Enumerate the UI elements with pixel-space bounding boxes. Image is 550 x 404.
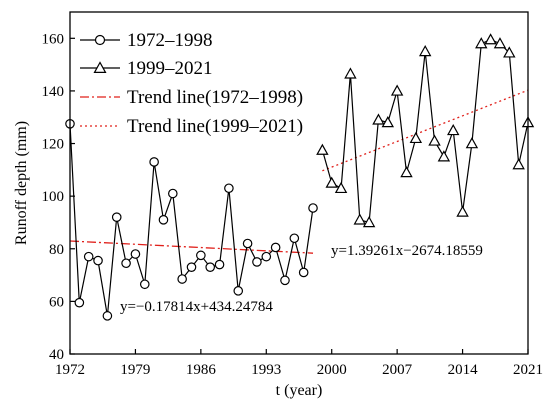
data-point-triangle <box>325 176 338 188</box>
data-point-circle <box>102 311 113 321</box>
legend-marker-triangle <box>93 61 107 74</box>
x-tick-label: 2007 <box>382 362 413 378</box>
data-point-triangle <box>409 131 423 144</box>
data-point-circle <box>177 274 187 284</box>
data-point-circle <box>121 258 131 269</box>
trend-equation-1972-1998: y=−0.17814x+434.24784 <box>120 299 273 315</box>
legend-item-series-2: 1999–2021 <box>80 58 213 79</box>
legend-marker-circle <box>94 34 106 46</box>
data-point-triangle <box>334 181 348 194</box>
legend-label-series-2: 1999–2021 <box>127 58 213 79</box>
data-point-circle <box>168 188 178 199</box>
x-tick-label: 1986 <box>186 362 217 378</box>
legend-label-trend-2: Trend line(1999–2021) <box>127 116 303 137</box>
data-point-circle <box>214 259 225 270</box>
data-point-circle <box>224 183 234 194</box>
data-point-circle <box>149 157 159 167</box>
trend-line-2 <box>322 89 529 172</box>
legend-item-trend-1: Trend line(1972–1998) <box>80 87 303 108</box>
data-point-triangle <box>372 113 385 125</box>
data-point-circle <box>93 255 103 266</box>
data-point-triangle <box>362 216 376 228</box>
legend-label-trend-1: Trend line(1972–1998) <box>127 87 303 108</box>
data-point-circle <box>270 242 281 253</box>
series-line-1 <box>69 123 314 317</box>
data-point-circle <box>186 262 197 272</box>
data-point-triangle <box>484 33 497 45</box>
y-tick-label: 80 <box>49 242 64 258</box>
data-point-circle <box>252 257 262 267</box>
data-point-circle <box>298 267 309 278</box>
data-series <box>65 33 535 321</box>
y-tick-label: 160 <box>42 31 65 47</box>
legend-label-series-1: 1972–1998 <box>127 30 213 51</box>
legend-item-series-1: 1972–1998 <box>80 30 213 51</box>
data-point-triangle <box>447 123 460 136</box>
data-point-circle <box>139 279 150 290</box>
legend: 1972–1998 1999–2021 Trend line(1972–1998… <box>80 30 303 137</box>
x-tick-label: 2021 <box>513 362 543 378</box>
data-point-circle <box>261 251 272 262</box>
x-tick-label: 2000 <box>317 362 347 378</box>
y-tick-label: 40 <box>49 347 64 363</box>
data-point-circle <box>289 233 300 244</box>
data-point-circle <box>233 286 244 296</box>
data-point-triangle <box>400 166 413 178</box>
x-tick-label: 1972 <box>55 362 85 378</box>
data-point-circle <box>130 249 141 259</box>
data-point-triangle <box>503 46 516 58</box>
trend-line-1 <box>69 240 314 254</box>
data-point-triangle <box>493 37 507 49</box>
data-point-triangle <box>475 37 488 49</box>
trend-lines <box>69 89 529 254</box>
y-axis-title: Runoff depth (mm) <box>13 121 30 245</box>
data-point-triangle <box>381 116 395 128</box>
data-point-triangle <box>428 134 441 146</box>
data-point-triangle <box>456 205 469 217</box>
data-point-circle <box>308 203 318 213</box>
y-tick-label: 140 <box>42 84 65 100</box>
data-point-triangle <box>512 158 525 170</box>
data-point-circle <box>158 215 169 225</box>
data-point-circle <box>83 251 94 262</box>
y-tick-label: 60 <box>49 294 64 310</box>
data-point-triangle <box>465 137 479 149</box>
data-point-triangle <box>437 150 451 162</box>
x-tick-label: 2014 <box>448 362 479 378</box>
x-axis-title: t (year) <box>276 382 323 399</box>
y-tick-label: 120 <box>42 137 65 153</box>
legend-item-trend-2: Trend line(1999–2021) <box>80 116 303 137</box>
data-point-circle <box>242 238 253 249</box>
data-point-triangle <box>353 213 366 225</box>
data-point-triangle <box>418 45 432 57</box>
trend-equation-1999-2021: y=1.39261x−2674.18559 <box>331 243 483 259</box>
data-point-triangle <box>390 84 404 96</box>
y-tick-label: 100 <box>42 189 65 205</box>
x-tick-label: 1993 <box>251 362 281 378</box>
data-point-triangle <box>316 143 329 155</box>
data-point-triangle <box>344 67 357 79</box>
x-tick-label: 1979 <box>120 362 150 378</box>
data-point-circle <box>111 212 122 222</box>
plot-frame <box>69 11 529 355</box>
data-point-circle <box>74 297 85 308</box>
data-point-circle <box>205 262 216 272</box>
data-point-circle <box>280 275 290 286</box>
axis-ticks: 1972 1979 1986 1993 2000 2007 2014 2021 40 60 80 10… <box>42 31 544 378</box>
data-point-circle <box>196 250 206 261</box>
